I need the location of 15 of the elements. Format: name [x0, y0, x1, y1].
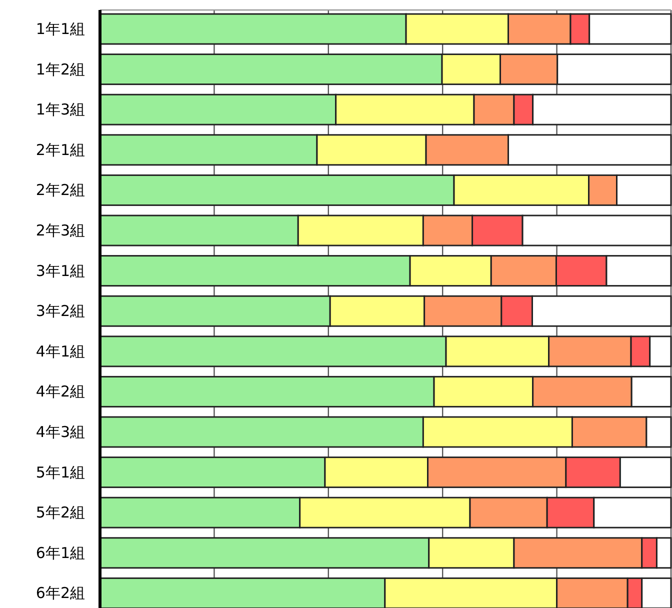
y-tick-label: 2年1組	[36, 140, 85, 159]
y-tick-label: 4年1組	[36, 342, 85, 360]
y-tick-label: 2年2組	[36, 181, 85, 200]
y-tick-label: 1年1組	[36, 20, 85, 38]
y-tick-label: 3年1組	[36, 262, 85, 280]
y-tick-label: 5年2組	[36, 504, 85, 522]
y-tick-label: 2年3組	[36, 222, 85, 240]
y-tick-label: 1年3組	[36, 100, 85, 119]
y-tick-label: 6年2組	[36, 584, 85, 602]
y-tick-label: 4年2組	[36, 382, 85, 401]
y-tick-label: 6年1組	[36, 544, 85, 562]
y-tick-label: 5年1組	[36, 463, 85, 482]
y-tick-label: 1年2組	[36, 60, 85, 78]
y-tick-label: 4年3組	[36, 423, 85, 441]
y-tick-label: 3年2組	[36, 302, 85, 320]
